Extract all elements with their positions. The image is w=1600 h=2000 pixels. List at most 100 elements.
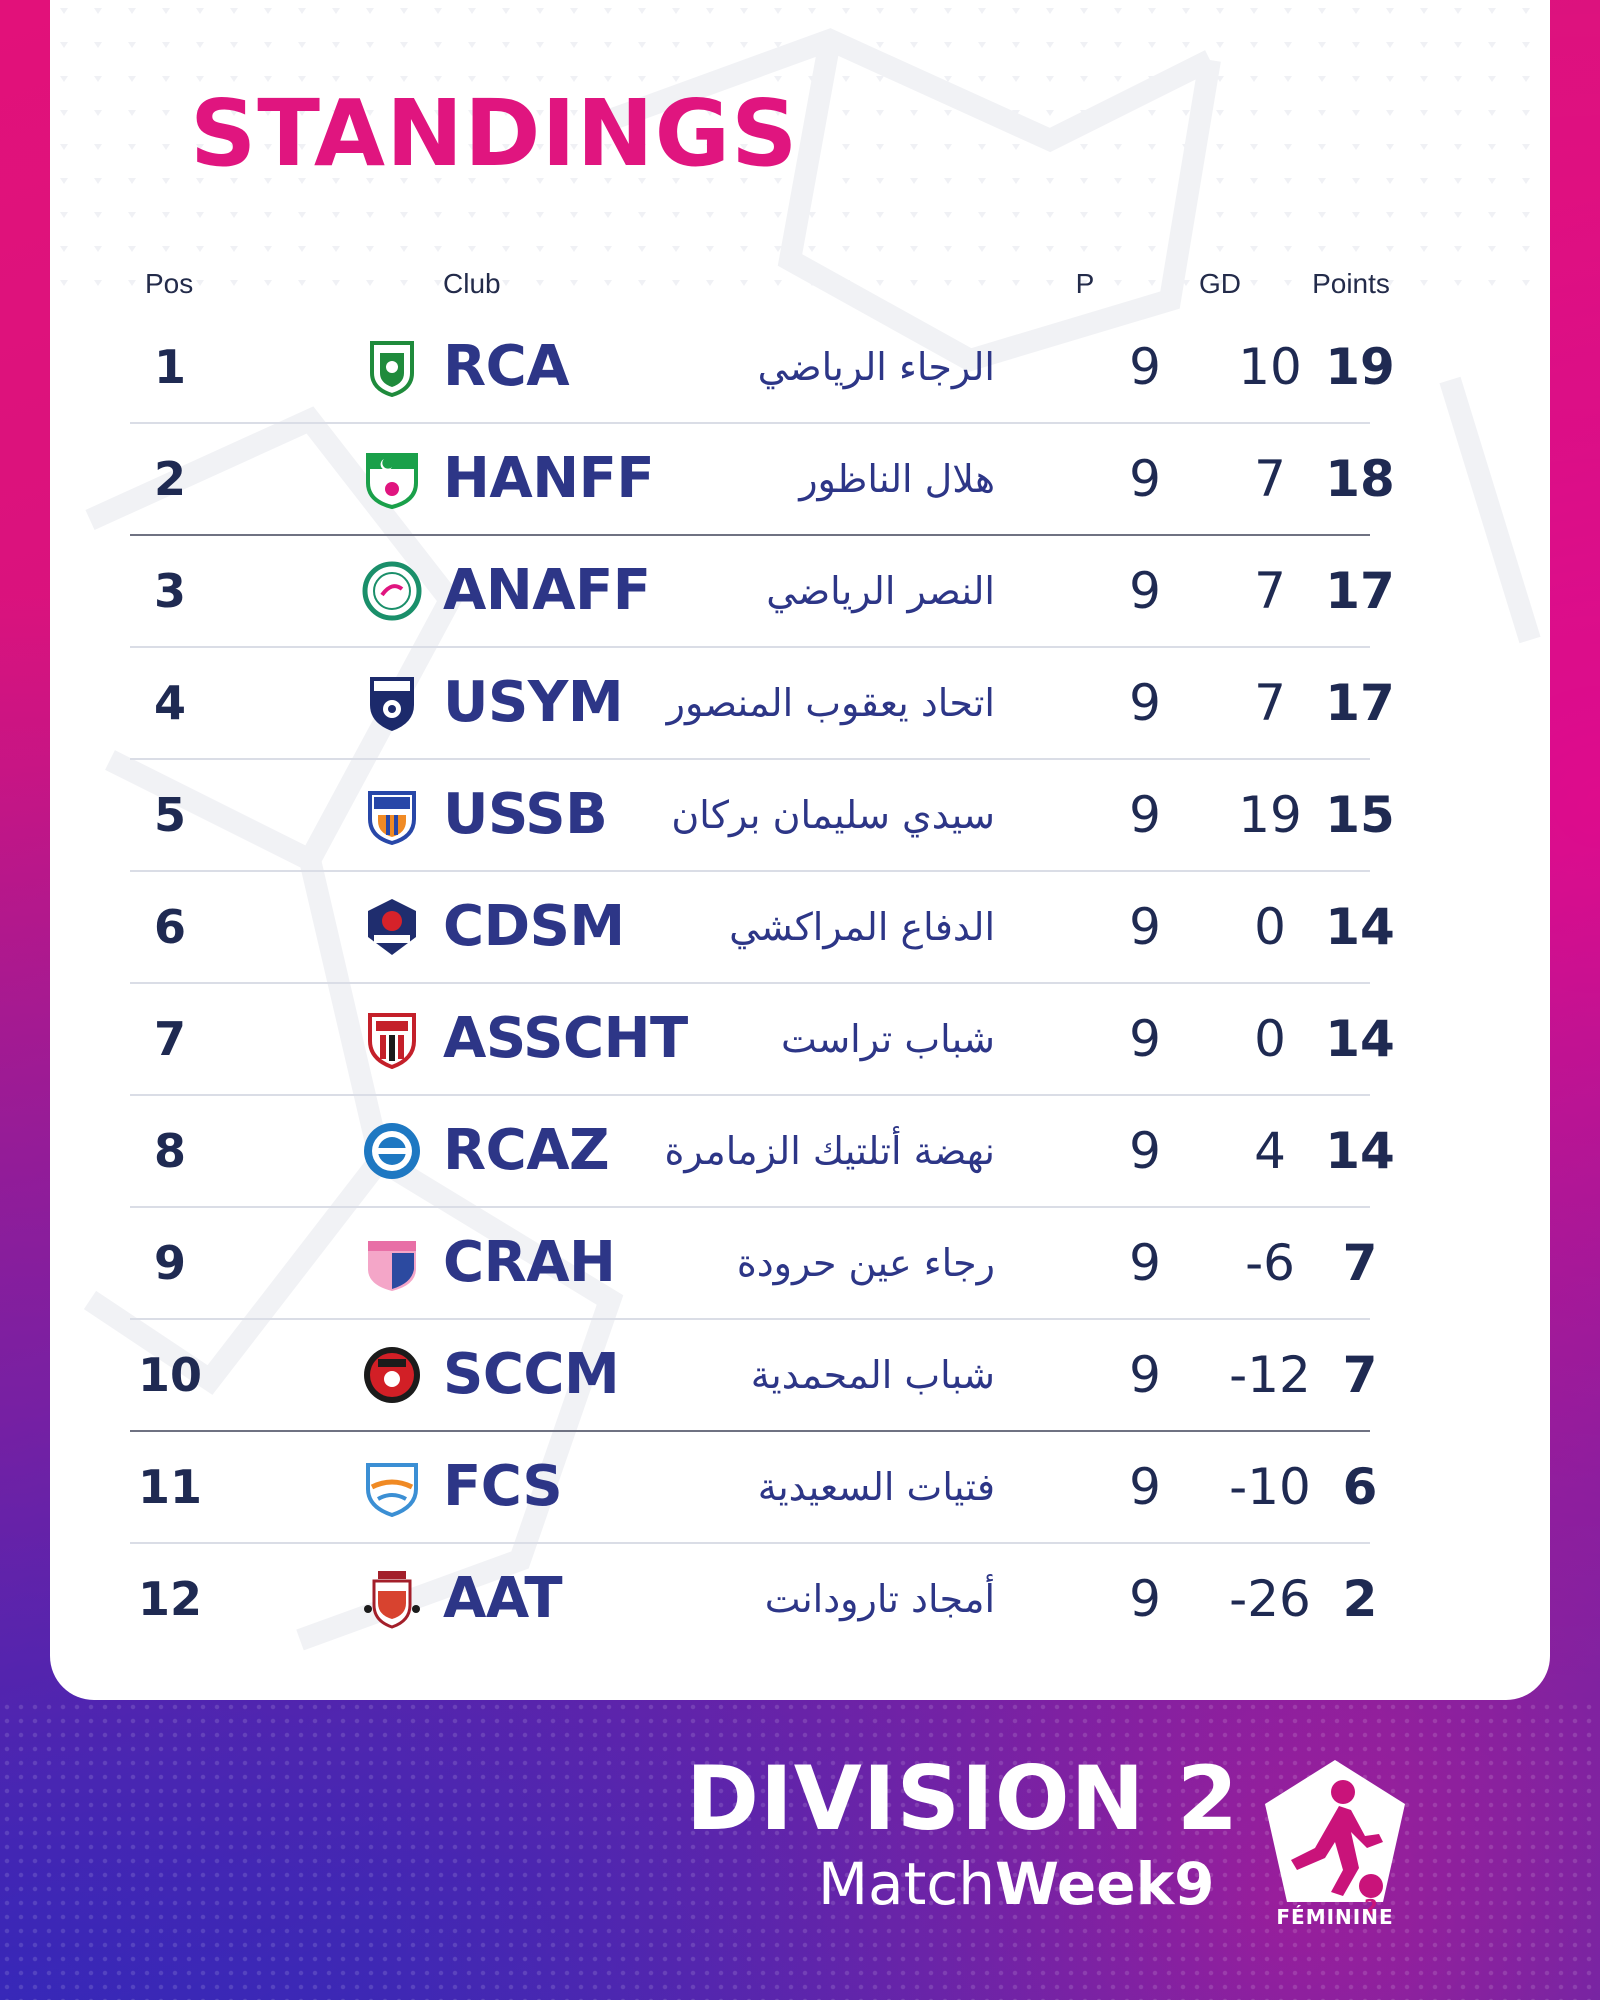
goal-difference: 19 [1238,786,1302,844]
goal-difference: 7 [1254,674,1286,732]
team-abbreviation: FCS [443,1454,563,1519]
points: 17 [1325,674,1395,732]
team-name-arabic: نهضة أتلتيك الزمامرة [664,1129,995,1173]
matches-played: 9 [1129,338,1161,396]
column-header-pos: Pos [145,268,194,299]
ussb-crest-icon [362,785,422,845]
page-title: STANDINGS [190,80,799,187]
matches-played: 9 [1129,898,1161,956]
row-position: 11 [137,1460,202,1514]
standings-card: STANDINGS [50,0,1550,1700]
goal-difference: -6 [1245,1234,1295,1292]
team-abbreviation: HANFF [443,446,655,511]
table-row: 4 USYM اتحاد يعقوب المنصور 9 7 17 [130,648,1395,760]
anaff-crest-icon [362,561,422,621]
row-position: 2 [153,452,186,506]
row-position: 7 [153,1012,186,1066]
fcs-crest-icon [362,1457,422,1517]
matches-played: 9 [1129,1570,1161,1628]
rca-crest-icon [362,337,422,397]
table-row: 9 CRAH رجاء عين حرودة 9 -6 7 [130,1208,1377,1320]
team-name-arabic: اتحاد يعقوب المنصور [666,681,995,725]
row-position: 10 [137,1348,202,1402]
table-row: 2 HANFF هلال الناظور 9 7 18 [130,424,1395,536]
asscht-crest-icon [362,1009,422,1069]
matches-played: 9 [1129,562,1161,620]
hanff-crest-icon [362,449,422,509]
points: 19 [1325,338,1395,396]
team-name-arabic: هلال الناظور [799,457,995,501]
row-position: 12 [137,1572,202,1626]
matchweek-number: Week9 [994,1850,1215,1918]
division-title: DIVISION 2 [686,1747,1240,1850]
goal-difference: 10 [1238,338,1302,396]
standings-table: 1 RCA الرجاء الرياضي 9 10 19 2 HANFF هلا… [130,312,1395,1654]
card-background-pattern [50,0,1550,1651]
row-position: 5 [153,788,186,842]
team-name-arabic: فتيات السعيدية [757,1465,995,1509]
team-abbreviation: USSB [443,782,608,847]
team-abbreviation: AAT [443,1566,563,1631]
row-position: 3 [153,564,186,618]
matchweek-prefix: Match [818,1850,995,1918]
table-row: 5 USSB سيدي سليمان بركان 9 19 15 [130,760,1395,872]
team-abbreviation: RCA [443,334,570,399]
aat-crest-icon [362,1569,422,1629]
column-header-points: Points [1312,268,1390,299]
goal-difference: 0 [1254,898,1286,956]
team-name-arabic: الرجاء الرياضي [757,345,995,389]
matches-played: 9 [1129,1458,1161,1516]
points: 7 [1342,1234,1378,1292]
row-position: 9 [153,1236,186,1290]
points: 17 [1325,562,1395,620]
team-name-arabic: سيدي سليمان بركان [671,793,995,837]
goal-difference: -12 [1229,1346,1311,1404]
goal-difference: 0 [1254,1010,1286,1068]
column-header-played: P [1075,268,1095,299]
feminine-division-badge-icon: 2 [1265,1760,1405,1919]
table-row: 6 CDSM الدفاع المراكشي 9 0 14 [130,872,1395,984]
matches-played: 9 [1129,450,1161,508]
matches-played: 9 [1129,786,1161,844]
team-abbreviation: ANAFF [443,558,651,623]
points: 15 [1325,786,1395,844]
table-row: 11 FCS فتيات السعيدية 9 -10 6 [130,1432,1377,1544]
team-abbreviation: SCCM [443,1342,620,1407]
team-abbreviation: CRAH [443,1230,616,1295]
goal-difference: -10 [1229,1458,1311,1516]
team-name-arabic: شباب المحمدية [750,1353,995,1397]
crah-crest-icon [362,1233,422,1293]
team-abbreviation: CDSM [443,894,625,959]
matches-played: 9 [1129,1010,1161,1068]
points: 6 [1342,1458,1378,1516]
table-row: 3 ANAFF النصر الرياضي 9 7 17 [130,536,1395,648]
points: 14 [1325,1122,1395,1180]
row-position: 6 [153,900,186,954]
points: 2 [1342,1570,1378,1628]
team-name-arabic: شباب تراست [781,1017,995,1061]
team-abbreviation: ASSCHT [443,1006,688,1071]
points: 18 [1325,450,1395,508]
column-header-club: Club [443,268,501,299]
badge-label: FÉMININE [1276,1905,1394,1929]
table-row: 12 AAT أمجاد تارودانت 9 -26 2 [130,1544,1377,1654]
table-row: 10 SCCM شباب المحمدية 9 -12 7 [130,1320,1377,1432]
points: 14 [1325,898,1395,956]
table-row: 1 RCA الرجاء الرياضي 9 10 19 [130,312,1395,424]
table-row: 7 ASSCHT شباب تراست 9 0 14 [130,984,1395,1096]
row-position: 4 [153,676,186,730]
goal-difference: 4 [1254,1122,1286,1180]
team-name-arabic: أمجاد تارودانت [764,1577,995,1621]
goal-difference: 7 [1254,562,1286,620]
usym-crest-icon [362,673,422,733]
matches-played: 9 [1129,1122,1161,1180]
row-position: 1 [153,340,186,394]
table-row: 8 RCAZ نهضة أتلتيك الزمامرة 9 4 14 [130,1096,1395,1208]
rcaz-crest-icon [362,1121,422,1181]
team-name-arabic: النصر الرياضي [766,569,995,613]
matchweek-label: MatchWeek9 [818,1855,1215,1913]
badge-number: 2 [1364,1895,1378,1919]
matches-played: 9 [1129,1234,1161,1292]
matches-played: 9 [1129,1346,1161,1404]
cdsm-crest-icon [362,897,422,957]
